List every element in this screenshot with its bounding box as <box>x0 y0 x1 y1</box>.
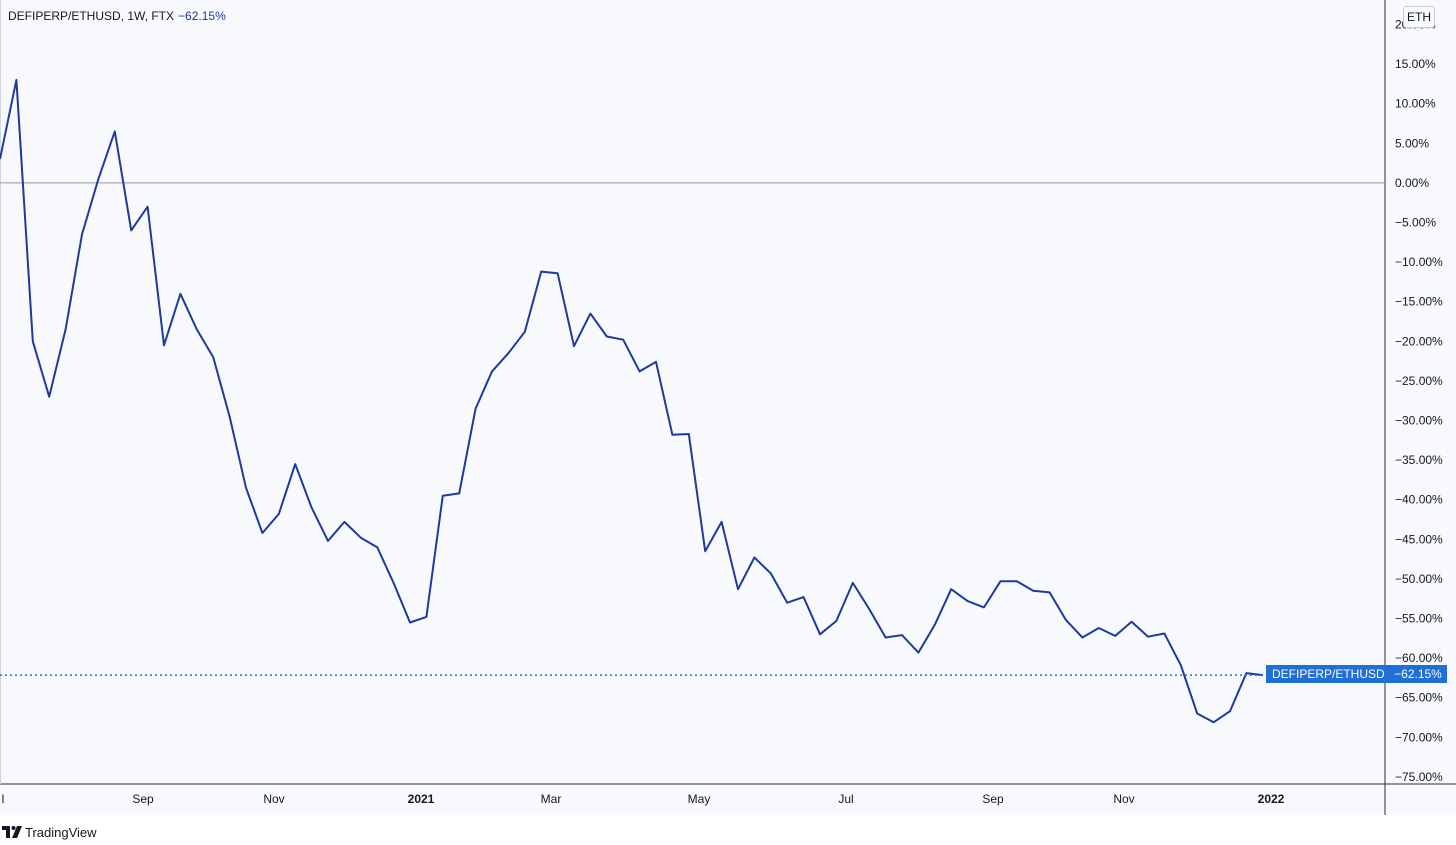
scale-currency-badge[interactable]: ETH <box>1403 6 1435 28</box>
y-tick-label: −40.00% <box>1395 493 1443 507</box>
y-tick-label: 10.00% <box>1395 97 1436 111</box>
y-tick-label: −15.00% <box>1395 295 1443 309</box>
y-tick-label: −50.00% <box>1395 572 1443 586</box>
y-tick-label: −20.00% <box>1395 334 1443 348</box>
y-tick-label: −10.00% <box>1395 255 1443 269</box>
x-tick-label: May <box>688 792 711 806</box>
price-tag-value: −62.15% <box>1389 665 1447 683</box>
y-tick-label: −35.00% <box>1395 453 1443 467</box>
symbol-header[interactable]: DEFIPERP/ETHUSD, 1W, FTX −62.15% <box>8 9 226 23</box>
change-value: −62.15% <box>178 9 226 23</box>
y-tick-label: −60.00% <box>1395 651 1443 665</box>
y-tick-label: 5.00% <box>1395 136 1429 150</box>
x-tick-label: 2021 <box>408 792 435 806</box>
y-tick-label: −65.00% <box>1395 691 1443 705</box>
x-tick-label: Nov <box>263 792 284 806</box>
x-tick-label: Mar <box>541 792 562 806</box>
y-tick-label: −55.00% <box>1395 612 1443 626</box>
y-tick-label: −45.00% <box>1395 532 1443 546</box>
x-tick-label: 2022 <box>1258 792 1285 806</box>
y-tick-label: 0.00% <box>1395 176 1429 190</box>
x-tick-label: Jul <box>838 792 853 806</box>
price-tag-symbol: DEFIPERP/ETHUSD <box>1266 665 1391 683</box>
price-chart[interactable]: 20.00%15.00%10.00%5.00%0.00%−5.00%−10.00… <box>0 0 1456 815</box>
tradingview-logo-icon[interactable] <box>2 826 22 838</box>
footer: TradingView <box>0 815 1456 845</box>
x-tick-label: Sep <box>982 792 1004 806</box>
x-tick-label: l <box>2 792 5 806</box>
symbol-title: DEFIPERP/ETHUSD, 1W, FTX <box>8 9 175 23</box>
y-tick-label: −70.00% <box>1395 730 1443 744</box>
y-tick-label: −5.00% <box>1395 216 1436 230</box>
chart-area[interactable]: 20.00%15.00%10.00%5.00%0.00%−5.00%−10.00… <box>0 0 1456 815</box>
y-tick-label: −30.00% <box>1395 414 1443 428</box>
x-tick-label: Nov <box>1113 792 1134 806</box>
tradingview-brand[interactable]: TradingView <box>25 825 97 840</box>
y-tick-label: 15.00% <box>1395 57 1436 71</box>
y-tick-label: −75.00% <box>1395 770 1443 784</box>
y-tick-label: −25.00% <box>1395 374 1443 388</box>
x-tick-label: Sep <box>132 792 154 806</box>
series-line[interactable] <box>0 78 1263 724</box>
